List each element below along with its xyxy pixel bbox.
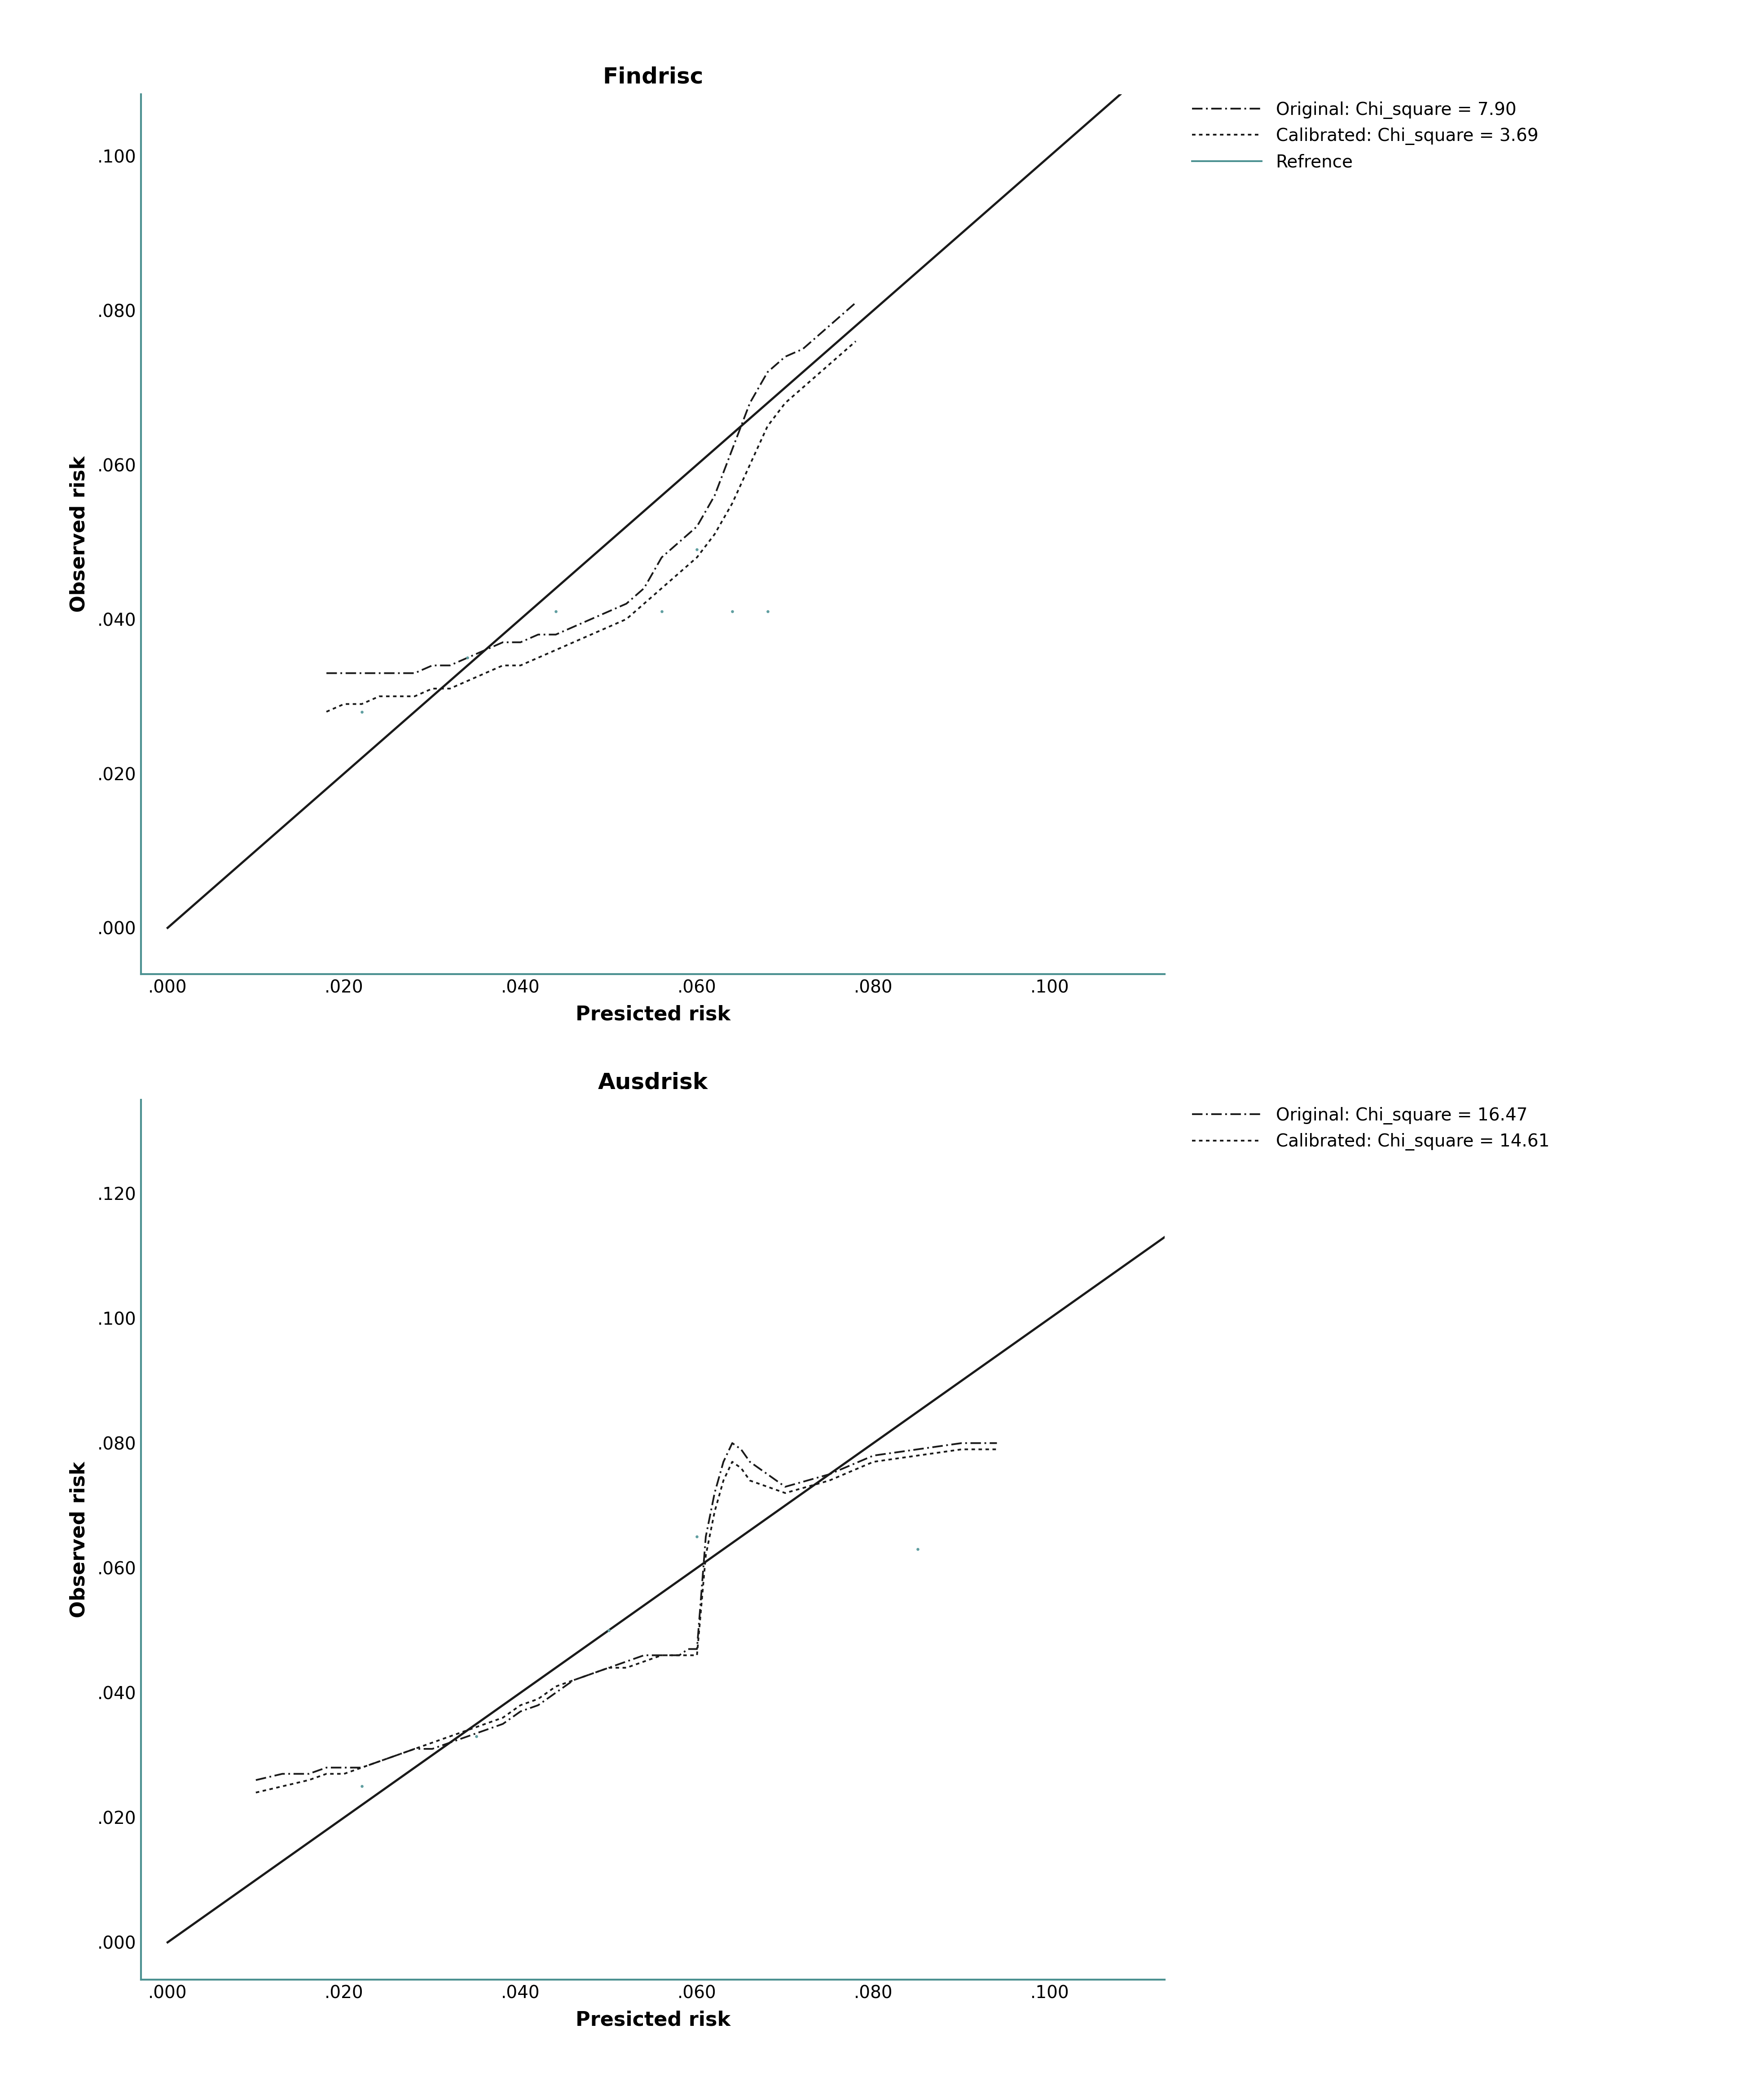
- X-axis label: Presicted risk: Presicted risk: [575, 1006, 730, 1024]
- Point: [453, 641, 482, 675]
- Y-axis label: Observed risk: Observed risk: [69, 1462, 88, 1617]
- Legend: Original: Chi_square = 16.47, Calibrated: Chi_square = 14.61: Original: Chi_square = 16.47, Calibrated…: [1185, 1100, 1556, 1159]
- Point: [683, 1521, 711, 1554]
- Point: [903, 1531, 931, 1565]
- Point: [753, 595, 781, 628]
- Point: [683, 532, 711, 566]
- Title: Findrisc: Findrisc: [602, 67, 704, 88]
- Point: [594, 1613, 623, 1647]
- Point: [647, 595, 676, 628]
- Title: Ausdrisk: Ausdrisk: [598, 1073, 707, 1094]
- Point: [348, 696, 376, 729]
- X-axis label: Presicted risk: Presicted risk: [575, 2011, 730, 2030]
- Y-axis label: Observed risk: Observed risk: [69, 457, 88, 612]
- Point: [462, 1720, 490, 1754]
- Point: [348, 1770, 376, 1804]
- Legend: Original: Chi_square = 7.90, Calibrated: Chi_square = 3.69, Refrence: Original: Chi_square = 7.90, Calibrated:…: [1185, 94, 1545, 178]
- Point: [718, 595, 746, 628]
- Point: [542, 595, 570, 628]
